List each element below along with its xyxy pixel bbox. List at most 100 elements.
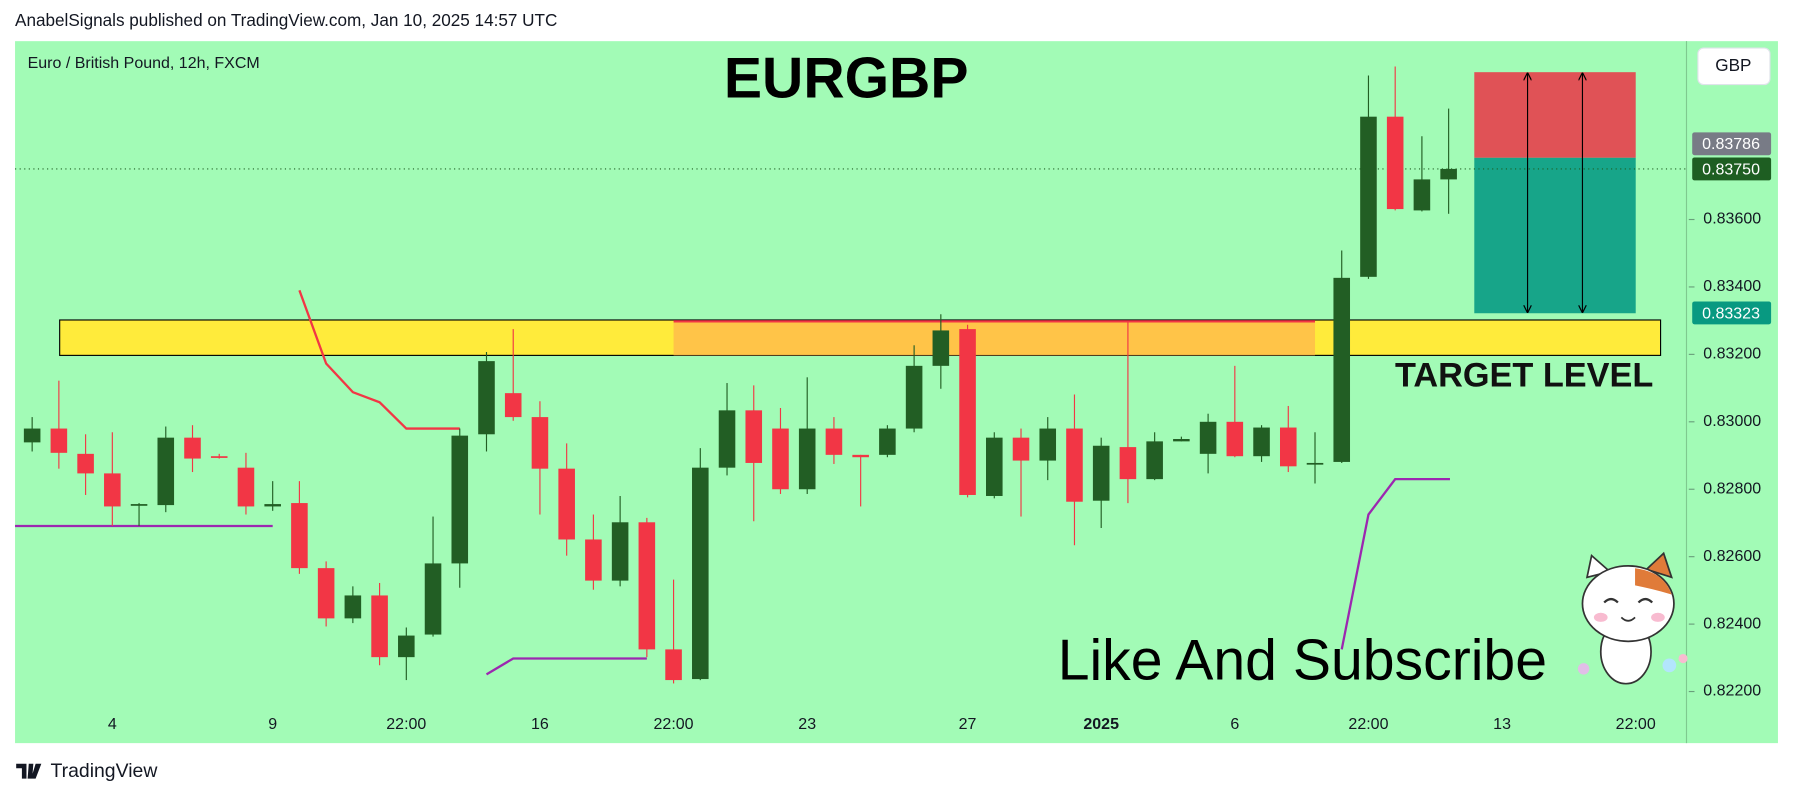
candle-body xyxy=(317,568,335,619)
indicator-line xyxy=(485,657,647,676)
cta-annotation: Like And Subscribe xyxy=(1058,628,1547,692)
candle-body xyxy=(130,504,148,506)
candle-body xyxy=(478,361,495,435)
price-tag xyxy=(1692,157,1772,181)
price-tag-label: 0.83323 xyxy=(1702,305,1760,322)
x-tick-label: 22:00 xyxy=(654,716,694,733)
candle-body xyxy=(879,428,896,455)
zones-layer xyxy=(59,72,1662,356)
candle-body xyxy=(585,539,602,581)
price-tag-label: 0.83750 xyxy=(1702,161,1760,178)
target-annotation: TARGET LEVEL xyxy=(1395,356,1653,394)
candle-body xyxy=(1333,277,1351,462)
candle-body xyxy=(905,365,923,429)
candle-body xyxy=(398,635,415,658)
x-tick-label: 16 xyxy=(531,716,549,733)
cat-patch xyxy=(1635,568,1672,595)
candle-body xyxy=(264,504,281,507)
candle-body xyxy=(1066,428,1083,502)
y-tick-label: 0.83600 xyxy=(1703,211,1761,228)
candle-body xyxy=(718,410,736,468)
candle-body xyxy=(1146,441,1163,480)
candle-body xyxy=(745,410,763,463)
candle-body xyxy=(772,428,789,490)
candle-body xyxy=(504,393,522,418)
x-tick-label: 6 xyxy=(1230,716,1239,733)
candle-body xyxy=(1279,427,1297,467)
candle-body xyxy=(852,454,869,458)
candle-body xyxy=(344,595,362,619)
candle-body xyxy=(1039,428,1057,461)
candle-body xyxy=(692,467,709,680)
candle-body xyxy=(1253,427,1270,457)
published-line: AnabelSignals published on TradingView.c… xyxy=(15,10,557,30)
chart-title: EURGBP xyxy=(724,46,969,110)
candle-body xyxy=(50,428,68,453)
candle-body xyxy=(665,649,682,681)
candle-body xyxy=(451,435,469,564)
currency-button[interactable] xyxy=(1697,47,1771,86)
cat-sticker xyxy=(1577,551,1688,685)
candle-body xyxy=(237,467,255,507)
candle-body xyxy=(291,503,308,569)
candle-body xyxy=(798,428,816,490)
x-tick-label: 4 xyxy=(108,716,117,733)
cat-cheek xyxy=(1651,612,1665,622)
x-tick-label: 27 xyxy=(959,716,977,733)
bubble xyxy=(1662,658,1677,673)
cat-head xyxy=(1581,565,1675,643)
x-tick-label: 22:00 xyxy=(1616,716,1656,733)
candle-body xyxy=(638,522,656,650)
y-tick-label: 0.82600 xyxy=(1703,548,1761,565)
brand-logo xyxy=(16,763,42,779)
cat-cheek xyxy=(1593,612,1608,622)
candles-layer xyxy=(23,66,1457,684)
bubble xyxy=(1577,663,1590,675)
y-tick-label: 0.82800 xyxy=(1703,480,1761,497)
candle-body xyxy=(1092,445,1110,501)
candle-body xyxy=(1306,462,1324,465)
y-tick-label: 0.83200 xyxy=(1703,346,1761,363)
target-zone xyxy=(1474,157,1636,314)
candle-body xyxy=(424,563,442,635)
cat-mouth xyxy=(1620,616,1636,622)
candle-body xyxy=(1199,421,1217,454)
x-tick-label: 9 xyxy=(268,716,277,733)
x-tick-label: 2025 xyxy=(1083,716,1119,733)
candle-body xyxy=(959,329,976,495)
candle-body xyxy=(825,428,843,455)
x-tick-label: 13 xyxy=(1493,716,1511,733)
candle-body xyxy=(932,330,950,366)
candle-body xyxy=(611,522,629,581)
symbol-subtitle: Euro / British Pound, 12h, FXCM xyxy=(28,55,260,72)
zone xyxy=(673,321,1316,356)
x-tick-label: 23 xyxy=(798,716,816,733)
candle-body xyxy=(23,428,41,443)
x-tick-label: 22:00 xyxy=(386,716,426,733)
lines-layer xyxy=(15,168,1687,676)
labels-layer: 0.83600 0.83400 0.83200 0.83000 0.82800 0.826… xyxy=(108,41,1772,744)
indicator-line xyxy=(298,289,460,430)
stop-zone xyxy=(1474,72,1636,158)
candle-body xyxy=(986,437,1003,496)
candle-body xyxy=(371,595,388,658)
cat-eyes xyxy=(1603,597,1654,604)
y-tick-label: 0.83000 xyxy=(1703,413,1761,430)
price-tag xyxy=(1692,132,1772,156)
price-tag xyxy=(1692,301,1772,325)
candle-body xyxy=(1413,179,1431,211)
candle-body xyxy=(157,437,175,506)
candle-body xyxy=(1226,421,1244,457)
y-tick-label: 0.82200 xyxy=(1703,683,1761,700)
brand: TradingView xyxy=(16,760,158,782)
candle-body xyxy=(1440,168,1457,180)
candle-body xyxy=(1119,447,1137,480)
candle-body xyxy=(531,417,549,469)
brand-name: TradingView xyxy=(50,760,158,782)
candle-body xyxy=(184,437,201,459)
price-tag-label: 0.83786 xyxy=(1702,136,1760,153)
currency-label[interactable]: GBP xyxy=(1715,55,1751,75)
bubble xyxy=(1678,653,1688,664)
candle-body xyxy=(210,456,228,458)
